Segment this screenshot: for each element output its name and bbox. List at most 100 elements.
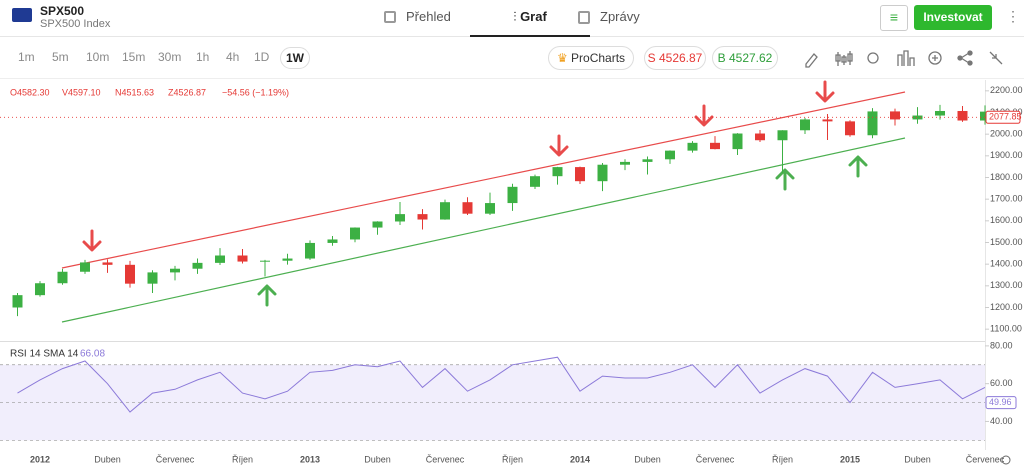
tab[interactable]: Přehled xyxy=(384,0,451,35)
y-tick-label: 2200.00 xyxy=(990,85,1023,95)
x-tick-label: Červenec xyxy=(156,454,195,464)
chart-type-icon[interactable] xyxy=(835,51,853,66)
ohlc-value: −54.56 (−1.19%) xyxy=(222,87,289,97)
timeframe-button[interactable]: 1W xyxy=(280,47,310,69)
arrow-down xyxy=(549,134,569,157)
ohlc-value: Z4526.87 xyxy=(168,87,206,97)
candle-body xyxy=(260,260,270,262)
candle-body xyxy=(327,239,338,243)
procharts-label: ProCharts xyxy=(571,51,626,65)
rsi-tick-label: 60.00 xyxy=(990,378,1013,388)
x-tick-label: Duben xyxy=(94,454,121,464)
x-tick-label: 2013 xyxy=(300,454,320,464)
candle-body xyxy=(147,272,158,284)
candle-body xyxy=(215,255,225,263)
fullscreen-icon[interactable] xyxy=(989,51,1003,65)
arrow-up xyxy=(257,284,277,307)
candle-body xyxy=(125,264,135,284)
candle-body xyxy=(170,268,180,273)
timeframe-button[interactable]: 1h xyxy=(196,50,210,64)
candle-body xyxy=(417,214,428,220)
candle-body xyxy=(620,161,630,165)
x-tick-label: Duben xyxy=(634,454,661,464)
symbol: SPX500 xyxy=(40,4,85,18)
timeframe-button[interactable]: 15m xyxy=(122,50,146,64)
candle-body xyxy=(957,110,968,121)
arrow-up xyxy=(775,168,795,191)
tab-label: Graf xyxy=(520,9,547,24)
sell-button[interactable]: S 4526.87 xyxy=(644,46,706,70)
rsi-label: RSI 14 SMA 14 xyxy=(10,349,79,360)
candle-body xyxy=(530,176,540,187)
candle-body xyxy=(575,167,585,182)
candle-body xyxy=(372,221,383,228)
ohlc-legend: O4582.30 V4597.10 N4515.63 Z4526.87 −54.56 (… xyxy=(10,87,289,97)
candle-body xyxy=(665,150,675,160)
pane-separator xyxy=(0,341,985,342)
timeframe-button[interactable]: 1m xyxy=(18,50,35,64)
settings-icon[interactable] xyxy=(867,52,879,64)
candle-body xyxy=(890,111,900,120)
candle-body xyxy=(80,262,90,272)
last-price-box xyxy=(985,110,1021,124)
procharts-button[interactable]: ♛ ProCharts xyxy=(548,46,634,70)
x-tick-label: Říjen xyxy=(502,454,523,464)
candle-body xyxy=(980,111,990,121)
arrow-down xyxy=(694,104,714,127)
tab[interactable]: Zprávy xyxy=(578,0,640,35)
arrow-down xyxy=(815,80,835,103)
candle-body xyxy=(800,119,810,131)
candle-body xyxy=(732,133,743,150)
x-tick-label: Duben xyxy=(904,454,931,464)
timeframe-button[interactable]: 5m xyxy=(52,50,69,64)
candle-body xyxy=(102,262,113,265)
header: SPX500 SPX500 Index Přehled ⫶ Graf Zpráv… xyxy=(0,0,1024,37)
indicators-icon[interactable] xyxy=(897,50,915,66)
timeframe-button[interactable]: 4h xyxy=(226,50,240,64)
y-tick-label: 1300.00 xyxy=(990,280,1023,290)
candle-body xyxy=(192,262,203,269)
x-tick-label: Červenec xyxy=(966,454,1005,464)
y-tick-label: 2000.00 xyxy=(990,129,1023,139)
y-tick-label: 1700.00 xyxy=(990,194,1023,204)
y-tick-label: 1500.00 xyxy=(990,237,1023,247)
x-tick-label: 2014 xyxy=(570,454,590,464)
candle-body xyxy=(755,133,765,141)
candle-body xyxy=(597,164,608,182)
candle-body xyxy=(462,202,473,214)
candle-body xyxy=(282,258,293,261)
timeframe-button[interactable]: 10m xyxy=(86,50,110,64)
candle-body xyxy=(845,121,855,136)
y-tick-label: 1800.00 xyxy=(990,172,1023,182)
y-tick-label: 1100.00 xyxy=(990,324,1022,334)
rsi-last-label: 49.96 xyxy=(989,397,1012,407)
settings-icon[interactable] xyxy=(1001,455,1011,465)
candle-body xyxy=(35,283,45,296)
ohlc-value: O4582.30 xyxy=(10,87,50,97)
buy-button[interactable]: B 4527.62 xyxy=(712,46,778,70)
watchlist-button[interactable]: ≡ xyxy=(880,5,908,31)
y-tick-label: 1900.00 xyxy=(990,150,1023,160)
last-price-label: 2077.85 xyxy=(989,112,1022,122)
candle-body xyxy=(57,271,68,284)
menu-button[interactable]: ⋮ xyxy=(1006,8,1020,24)
rsi-tick-label: 80.00 xyxy=(990,340,1013,350)
x-tick-label: 2015 xyxy=(840,454,860,464)
candle-body xyxy=(867,111,878,136)
y-tick-label: 1400.00 xyxy=(990,259,1023,269)
candle-body xyxy=(485,203,495,214)
x-tick-label: Duben xyxy=(364,454,391,464)
x-tick-label: Červenec xyxy=(426,454,465,464)
tab-active[interactable]: ⫶ Graf xyxy=(470,0,590,37)
resistance-line xyxy=(61,91,906,269)
timeframe-button[interactable]: 1D xyxy=(254,50,270,64)
invest-button[interactable]: Investovat xyxy=(914,5,992,30)
arrow-up xyxy=(848,155,868,178)
add-icon[interactable] xyxy=(928,51,942,65)
timeframe-button[interactable]: 30m xyxy=(158,50,182,64)
x-tick-label: Říjen xyxy=(232,454,253,464)
draw-icon[interactable] xyxy=(805,53,818,68)
candle-body xyxy=(305,242,315,259)
